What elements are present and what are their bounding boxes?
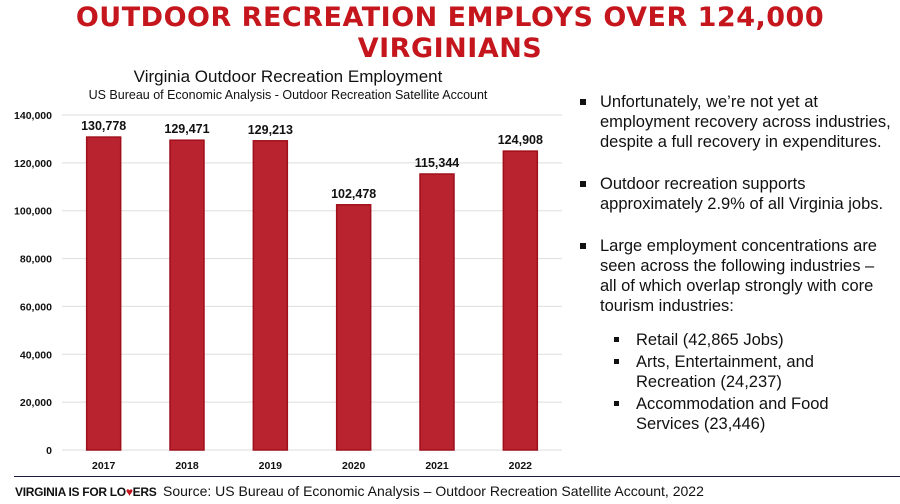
- sub-bullet-retail: Retail (42,865 Jobs): [610, 330, 893, 350]
- virginia-is-for-lovers-logo: VIRGINIA IS FOR LO♥ERS: [15, 485, 157, 499]
- page-title: OUTDOOR RECREATION EMPLOYS OVER 124,000 …: [75, 2, 825, 64]
- logo-text-end: ERS: [132, 485, 157, 499]
- y-tick-label: 40,000: [20, 349, 52, 361]
- bullet-list: Unfortunately, we’re not yet at employme…: [578, 92, 893, 436]
- y-tick-label: 0: [46, 445, 52, 457]
- bar-2018: [169, 139, 205, 451]
- bar-2019: [252, 140, 289, 451]
- bar-2020: [335, 204, 372, 451]
- footer-divider: [14, 476, 900, 477]
- x-tick-label: 2018: [175, 460, 199, 472]
- industry-sub-list: Retail (42,865 Jobs) Arts, Entertainment…: [610, 330, 893, 434]
- sub-bullet-arts: Arts, Entertainment, and Recreation (24,…: [610, 352, 893, 392]
- bar-2021: [419, 173, 455, 451]
- sub-bullet-accommodation: Accommodation and Food Services (23,446): [610, 394, 893, 434]
- y-tick-label: 140,000: [14, 110, 52, 122]
- employment-bar-chart: Virginia Outdoor Recreation Employment U…: [14, 67, 562, 472]
- source-note: Source: US Bureau of Economic Analysis –…: [163, 483, 704, 499]
- x-tick-label: 2017: [92, 460, 116, 472]
- data-label: 129,213: [248, 123, 293, 137]
- x-tick-label: 2022: [509, 460, 533, 472]
- heart-icon: ♥: [125, 485, 133, 499]
- bullet-industries: Large employment concentrations are seen…: [578, 236, 893, 316]
- y-tick-label: 120,000: [14, 158, 52, 170]
- x-tick-label: 2019: [259, 460, 283, 472]
- y-tick-label: 20,000: [20, 397, 52, 409]
- data-label: 115,344: [415, 156, 460, 170]
- y-tick-label: 100,000: [14, 206, 52, 218]
- y-tick-label: 80,000: [20, 254, 52, 266]
- data-label: 130,778: [81, 119, 126, 133]
- data-label: 102,478: [331, 187, 376, 201]
- data-label: 124,908: [498, 133, 543, 147]
- bar-2017: [85, 136, 122, 451]
- x-tick-label: 2021: [425, 460, 449, 472]
- y-tick-label: 60,000: [20, 301, 52, 313]
- bullet-employment-recovery: Unfortunately, we’re not yet at employme…: [578, 92, 893, 152]
- chart-subtitle: US Bureau of Economic Analysis - Outdoor…: [89, 88, 488, 102]
- data-label: 129,471: [164, 122, 209, 136]
- bar-2022: [502, 150, 539, 451]
- x-tick-label: 2020: [342, 460, 366, 472]
- logo-text: VIRGINIA IS FOR LO: [15, 485, 126, 499]
- chart-title: Virginia Outdoor Recreation Employment: [134, 67, 443, 86]
- bullet-jobs-share: Outdoor recreation supports approximatel…: [578, 174, 893, 214]
